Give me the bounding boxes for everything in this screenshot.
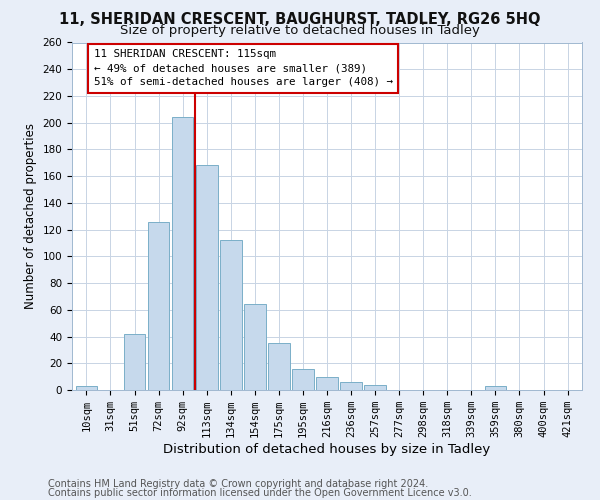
Bar [268,343,290,390]
Bar [124,334,145,390]
Bar [76,386,97,390]
Text: 11, SHERIDAN CRESCENT, BAUGHURST, TADLEY, RG26 5HQ: 11, SHERIDAN CRESCENT, BAUGHURST, TADLEY… [59,12,541,28]
Bar [316,376,338,390]
Text: Contains public sector information licensed under the Open Government Licence v3: Contains public sector information licen… [48,488,472,498]
Bar [340,382,362,390]
Bar [220,240,242,390]
Text: Size of property relative to detached houses in Tadley: Size of property relative to detached ho… [120,24,480,37]
Bar [364,384,386,390]
Bar [172,118,193,390]
Bar [485,386,506,390]
Text: Contains HM Land Registry data © Crown copyright and database right 2024.: Contains HM Land Registry data © Crown c… [48,479,428,489]
Bar [148,222,169,390]
X-axis label: Distribution of detached houses by size in Tadley: Distribution of detached houses by size … [163,443,491,456]
Bar [244,304,266,390]
Text: 11 SHERIDAN CRESCENT: 115sqm
← 49% of detached houses are smaller (389)
51% of s: 11 SHERIDAN CRESCENT: 115sqm ← 49% of de… [94,49,392,87]
Y-axis label: Number of detached properties: Number of detached properties [24,123,37,309]
Bar [196,166,218,390]
Bar [292,368,314,390]
